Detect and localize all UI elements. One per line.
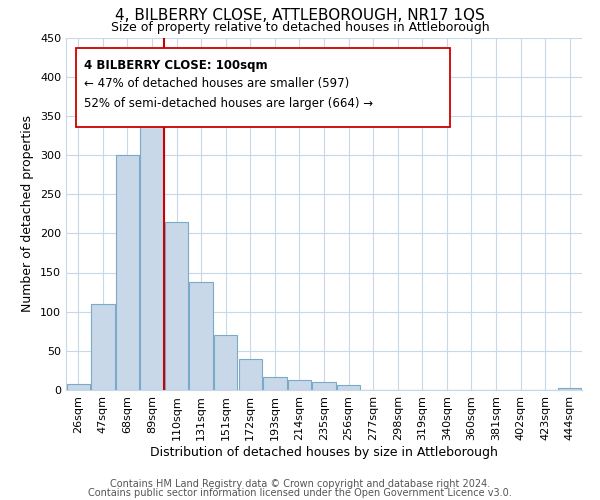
Bar <box>116 155 139 390</box>
Bar <box>190 282 213 390</box>
Bar <box>214 335 238 390</box>
Bar <box>337 386 360 390</box>
Bar <box>165 222 188 390</box>
Text: ← 47% of detached houses are smaller (597): ← 47% of detached houses are smaller (59… <box>84 77 349 90</box>
Bar <box>558 388 581 390</box>
X-axis label: Distribution of detached houses by size in Attleborough: Distribution of detached houses by size … <box>150 446 498 458</box>
Text: 4 BILBERRY CLOSE: 100sqm: 4 BILBERRY CLOSE: 100sqm <box>84 60 268 72</box>
Bar <box>288 380 311 390</box>
Bar <box>263 378 287 390</box>
Bar <box>239 358 262 390</box>
Bar <box>313 382 335 390</box>
Text: 52% of semi-detached houses are larger (664) →: 52% of semi-detached houses are larger (… <box>84 98 373 110</box>
FancyBboxPatch shape <box>76 48 451 128</box>
Text: Contains HM Land Registry data © Crown copyright and database right 2024.: Contains HM Land Registry data © Crown c… <box>110 479 490 489</box>
Bar <box>140 110 164 390</box>
Text: Contains public sector information licensed under the Open Government Licence v3: Contains public sector information licen… <box>88 488 512 498</box>
Y-axis label: Number of detached properties: Number of detached properties <box>22 116 34 312</box>
Text: Size of property relative to detached houses in Attleborough: Size of property relative to detached ho… <box>110 21 490 34</box>
Bar <box>91 304 115 390</box>
Text: 4, BILBERRY CLOSE, ATTLEBOROUGH, NR17 1QS: 4, BILBERRY CLOSE, ATTLEBOROUGH, NR17 1Q… <box>115 8 485 22</box>
Bar <box>67 384 90 390</box>
